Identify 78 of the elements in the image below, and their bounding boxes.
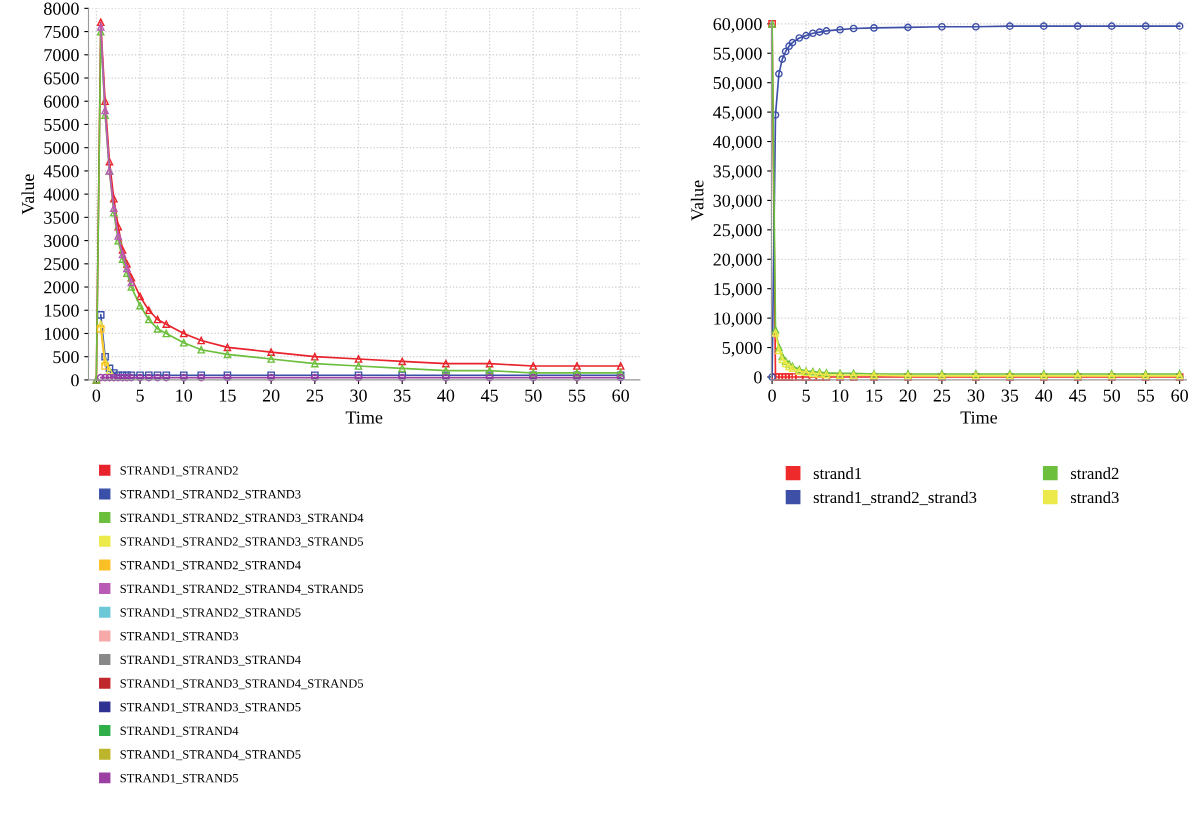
y-tick-label: 7500 <box>44 25 79 39</box>
legend-label: STRAND1_STRAND3 <box>120 631 239 642</box>
y-tick-label: 25,000 <box>713 224 762 239</box>
y-tick-label: 6000 <box>44 95 79 108</box>
x-tick-label: 55 <box>1137 389 1154 402</box>
y-tick-label: 4000 <box>43 188 79 201</box>
x-tick-label: 10 <box>176 389 193 402</box>
y-tick-label: 40,000 <box>713 135 762 151</box>
y-tick-label: 6500 <box>44 72 79 85</box>
x-axis-title: Time <box>345 411 383 424</box>
y-tick-label: 20,000 <box>713 253 762 269</box>
y-tick-label: 30,000 <box>713 194 762 210</box>
y-tick-label: 0 <box>754 371 762 384</box>
x-tick-label: 20 <box>262 389 280 402</box>
y-tick-label: 3500 <box>44 211 79 224</box>
legend-label: STRAND1_STRAND3_STRAND4 <box>120 655 301 666</box>
x-tick-label: 35 <box>1001 389 1019 402</box>
legend-label: strand2 <box>1070 467 1119 480</box>
legend-label: strand3 <box>1070 491 1119 504</box>
legend-label: STRAND1_STRAND2_STRAND5 <box>120 608 301 619</box>
x-tick-label: 60 <box>612 389 629 402</box>
legend-label: STRAND1_STRAND2_STRAND3_STRAND5 <box>120 537 364 548</box>
y-tick-label: 45,000 <box>713 106 762 122</box>
legend-label: STRAND1_STRAND3_STRAND4_STRAND5 <box>120 679 364 690</box>
legend-label: strand1 <box>813 467 862 480</box>
x-tick-label: 5 <box>802 389 810 402</box>
y-tick-label: 3000 <box>44 234 79 248</box>
x-tick-label: 5 <box>136 389 144 402</box>
x-tick-label: 40 <box>437 389 455 402</box>
legend-label: STRAND1_STRAND4_STRAND5 <box>120 750 301 761</box>
x-tick-label: 20 <box>899 389 917 402</box>
x-tick-label: 40 <box>1035 389 1053 402</box>
x-tick-label: 45 <box>480 389 498 402</box>
y-tick-label: 1500 <box>44 304 79 317</box>
y-tick-label: 2500 <box>44 258 79 271</box>
y-axis-title: Value <box>690 180 704 221</box>
x-tick-label: 25 <box>933 389 951 402</box>
y-tick-label: 10,000 <box>714 312 762 328</box>
legend-label: STRAND1_STRAND4 <box>120 726 239 737</box>
y-tick-label: 500 <box>53 350 79 364</box>
y-tick-label: 2000 <box>44 281 79 294</box>
y-axis-title: Value <box>21 174 35 215</box>
y-tick-label: 55,000 <box>713 47 762 63</box>
x-tick-label: 60 <box>1171 389 1188 402</box>
x-tick-label: 30 <box>350 389 367 402</box>
legend-label: STRAND1_STRAND2_STRAND4 <box>120 560 301 571</box>
x-tick-label: 35 <box>394 389 411 402</box>
legend-label: STRAND1_STRAND3_STRAND5 <box>120 702 301 713</box>
y-tick-label: 35,000 <box>713 165 762 181</box>
x-tick-label: 50 <box>525 389 542 402</box>
legend-label: STRAND1_STRAND2_STRAND4_STRAND5 <box>120 584 364 595</box>
x-tick-label: 0 <box>768 389 776 402</box>
y-tick-label: 60,000 <box>713 18 762 33</box>
y-tick-label: 15,000 <box>714 282 762 298</box>
legend-label: STRAND1_STRAND2 <box>120 466 238 477</box>
y-tick-label: 50,000 <box>713 76 762 92</box>
legend-label: STRAND1_STRAND5 <box>120 773 239 784</box>
y-tick-label: 8000 <box>44 2 79 15</box>
x-tick-label: 30 <box>967 389 985 402</box>
x-tick-label: 50 <box>1103 389 1121 402</box>
y-tick-label: 5000 <box>44 141 79 155</box>
y-tick-label: 0 <box>71 374 79 387</box>
x-tick-label: 15 <box>866 389 883 402</box>
y-tick-label: 5500 <box>44 118 79 131</box>
x-tick-label: 45 <box>1069 389 1087 402</box>
x-axis-title: Time <box>960 411 998 424</box>
legend-label: strand1_strand2_strand3 <box>813 491 977 506</box>
y-tick-label: 5,000 <box>722 341 762 357</box>
x-tick-label: 25 <box>306 389 324 402</box>
y-tick-label: 7000 <box>44 49 79 62</box>
x-tick-label: 0 <box>92 389 101 402</box>
legend-label: STRAND1_STRAND2_STRAND3_STRAND4 <box>120 513 364 524</box>
x-tick-label: 55 <box>568 389 586 402</box>
legend-label: STRAND1_STRAND2_STRAND3 <box>120 490 301 500</box>
y-tick-label: 1000 <box>44 327 79 340</box>
y-tick-label: 4500 <box>43 165 79 178</box>
x-tick-label: 15 <box>220 389 236 402</box>
x-tick-label: 10 <box>832 389 849 402</box>
